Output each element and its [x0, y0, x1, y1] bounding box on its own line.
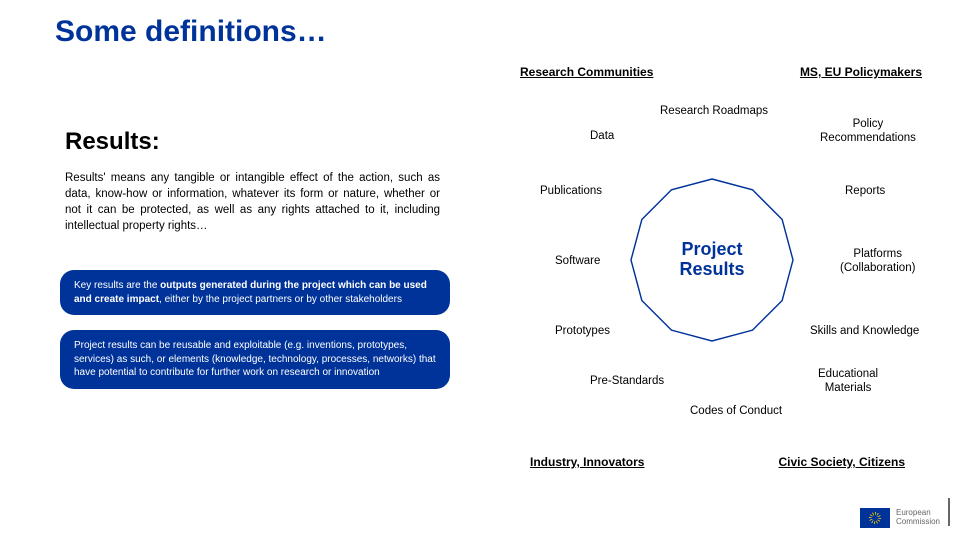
center-line1: Project: [681, 239, 742, 259]
label-reports: Reports: [845, 185, 885, 199]
bluebox1-pre: Key results are the: [74, 280, 160, 291]
project-results-polygon: Project Results: [622, 170, 802, 350]
label-publications: Publications: [540, 185, 602, 199]
label-edu-line2: Materials: [825, 382, 872, 394]
ec-line2: Commission: [896, 517, 940, 526]
label-policy-line1: Policy: [853, 118, 884, 130]
label-data: Data: [590, 130, 614, 144]
results-heading: Results:: [65, 128, 160, 156]
label-software: Software: [555, 255, 600, 269]
page-title: Some definitions…: [55, 15, 327, 49]
label-platforms-line1: Platforms: [853, 248, 902, 260]
audience-industry: Industry, Innovators: [530, 455, 644, 469]
label-skills-knowledge: Skills and Knowledge: [810, 325, 919, 339]
polygon-center-label: Project Results: [679, 240, 744, 280]
label-policy-line2: Recommendations: [820, 132, 916, 144]
results-definition-text: Results' means any tangible or intangibl…: [65, 170, 440, 234]
audience-civic-society: Civic Society, Citizens: [779, 455, 906, 469]
label-edu-line1: Educational: [818, 368, 878, 380]
bluebox-key-results: Key results are the outputs generated du…: [60, 270, 450, 315]
label-platforms: Platforms (Collaboration): [840, 248, 915, 276]
label-prototypes: Prototypes: [555, 325, 610, 339]
bluebox-reusable-results: Project results can be reusable and expl…: [60, 330, 450, 389]
label-platforms-line2: (Collaboration): [840, 262, 915, 274]
ec-logo-text: European Commission: [896, 509, 940, 527]
eu-flag-icon: [860, 508, 890, 528]
european-commission-logo: European Commission: [860, 508, 940, 528]
label-educational-materials: Educational Materials: [818, 368, 878, 396]
label-pre-standards: Pre-Standards: [590, 375, 664, 389]
ec-line1: European: [896, 508, 931, 517]
audience-policymakers: MS, EU Policymakers: [800, 65, 922, 79]
label-policy-recommendations: Policy Recommendations: [820, 118, 916, 146]
audience-research-communities: Research Communities: [520, 65, 653, 79]
center-line2: Results: [679, 259, 744, 279]
label-research-roadmaps: Research Roadmaps: [660, 105, 768, 119]
footer-divider: [948, 498, 950, 526]
label-codes-conduct: Codes of Conduct: [690, 405, 782, 419]
bluebox1-post: , either by the project partners or by o…: [159, 294, 402, 305]
